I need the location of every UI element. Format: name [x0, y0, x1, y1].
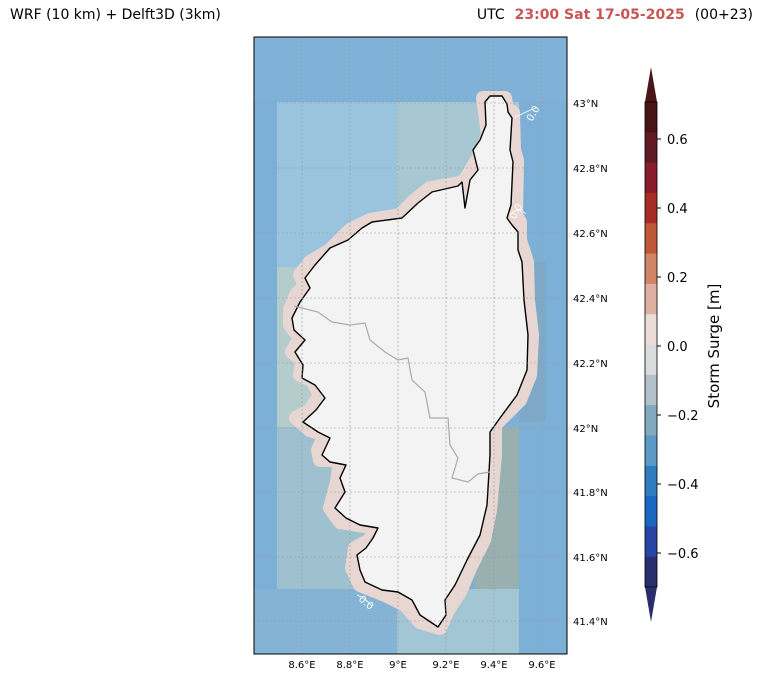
lat-tick-label: 43°N — [573, 99, 598, 110]
colorbar-cell — [645, 405, 657, 436]
utc-label: UTC — [476, 7, 505, 23]
lon-tick-label: 9.4°E — [480, 660, 507, 671]
colorbar-cell — [645, 192, 657, 224]
map-frame — [253, 36, 568, 655]
lon-tick-label: 8.6°E — [288, 660, 315, 671]
colorbar-cell — [645, 496, 657, 527]
lat-tick-label: 42.8°N — [573, 164, 608, 175]
lat-tick-label: 42.4°N — [573, 294, 608, 305]
latitude-axis: 43°N 42.8°N 42.6°N 42.4°N 42.2°N 42°N 41… — [573, 99, 608, 628]
lon-tick-label: 9.6°E — [528, 660, 555, 671]
graticule — [254, 37, 567, 654]
lat-tick-label: 42°N — [573, 424, 598, 435]
colorbar-cell — [645, 435, 657, 467]
lon-tick-label: 9°E — [389, 660, 407, 671]
colorbar-tick-label: −0.2 — [667, 409, 699, 424]
lon-tick-label: 8.8°E — [336, 660, 363, 671]
colorbar-cell — [645, 465, 657, 497]
colorbar-tick-label: 0.2 — [667, 271, 688, 286]
colorbar-cell — [645, 223, 657, 255]
colorbar-cell — [645, 556, 657, 588]
colorbar-tick-label: −0.6 — [667, 547, 699, 562]
colorbar-tick-label: 0.4 — [667, 202, 688, 217]
colorbar-cell — [645, 526, 657, 558]
colorbar-cell — [645, 283, 657, 315]
colorbar-cell — [645, 102, 657, 133]
colorbar-tick-label: −0.4 — [667, 478, 699, 493]
lat-tick-label: 41.8°N — [573, 488, 608, 499]
forecast-datetime: 23:00 Sat 17-05-2025 — [514, 7, 685, 23]
lat-tick-label: 41.4°N — [573, 617, 608, 628]
colorbar-max-extension — [645, 67, 657, 102]
lon-tick-label: 9.2°E — [432, 660, 459, 671]
zero-contours — [356, 107, 537, 607]
map-panel: 0.0 0.0 0.0 — [254, 37, 567, 654]
valid-time-header: UTC 23:00 Sat 17-05-2025 (00+23) — [477, 7, 753, 23]
grid-cell — [254, 589, 397, 654]
colorbar-min-extension — [645, 587, 657, 622]
colorbar-cell — [645, 132, 657, 164]
lat-tick-label: 41.6°N — [573, 553, 608, 564]
colorbar-label: Storm Surge [m] — [705, 284, 723, 409]
corsica-land — [291, 95, 529, 628]
colorbar-cell — [645, 374, 657, 406]
lat-tick-label: 42.2°N — [573, 359, 608, 370]
forecast-step: (00+23) — [694, 7, 753, 23]
longitude-axis: 8.6°E 8.8°E 9°E 9.2°E 9.4°E 9.6°E — [288, 660, 555, 671]
colorbar: 0.6 0.4 0.2 0.0 −0.2 −0.4 −0.6 Storm Sur… — [644, 67, 723, 622]
colorbar-frame — [644, 101, 658, 588]
colorbar-tick-label: 0.0 — [667, 340, 688, 355]
colorbar-cell — [645, 314, 657, 345]
colorbar-cell — [645, 162, 657, 194]
colorbar-cell — [645, 253, 657, 285]
colorbar-cell — [645, 344, 657, 376]
colorbar-tick-label: 0.6 — [667, 133, 688, 148]
grid-cell — [254, 37, 567, 102]
map-title: WRF (10 km) + Delft3D (3km) — [10, 7, 221, 23]
lat-tick-label: 42.6°N — [573, 229, 608, 240]
